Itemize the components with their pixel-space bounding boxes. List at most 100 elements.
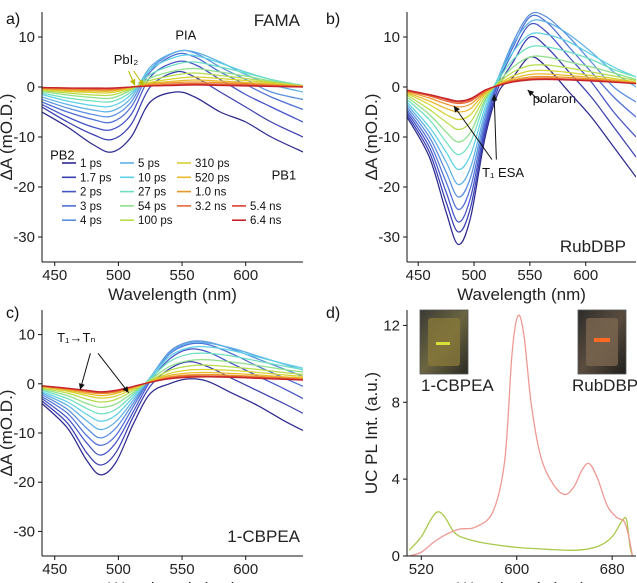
panel-c-annotation-arrow — [78, 353, 91, 390]
panel-d-x-tick-label: 680 — [600, 561, 625, 578]
inset-photo-rubdbp — [577, 309, 627, 375]
panel-d-x-tick-label: 520 — [409, 561, 434, 578]
panel-a-series-1-line — [42, 91, 303, 153]
panel-c-y-tick-label: -20 — [13, 474, 35, 491]
panel-b-annotation-arrow — [527, 89, 542, 103]
panel-d-y-tick-label: 4 — [392, 471, 400, 488]
legend-label: 54 ps — [138, 201, 166, 213]
panel-a-x-tick-label: 600 — [233, 267, 258, 284]
panel-a-series-8-line — [42, 61, 303, 103]
panel-b-x-tick-label: 500 — [462, 267, 487, 284]
panel-b-x-tick-label: 550 — [517, 267, 542, 284]
panel-b-curves — [407, 12, 636, 246]
panel-c-y-tick-label: 0 — [27, 376, 35, 393]
legend-label: 5.4 ns — [250, 201, 282, 213]
panel-b-y-tick-label: -20 — [378, 179, 400, 196]
panel-d-y-tick-label: 8 — [392, 394, 400, 411]
panel-c: c) 1-CBPEA T₁→Tₙ 450 500 550 600 10 0 -10 -20 -3… — [0, 305, 303, 583]
annotation-polaron: polaron — [533, 91, 576, 106]
panel-c-series-8-line — [42, 352, 303, 415]
panel-a-title: FAMA — [254, 11, 301, 30]
panel-b-y-tick-label: 10 — [383, 29, 400, 46]
legend-label: 310 ps — [195, 158, 230, 170]
panel-label-a: a) — [6, 11, 20, 28]
panel-b-series-3-line — [407, 22, 636, 223]
panel-d-x-axis-label: Wavelength (nm) — [457, 579, 586, 583]
panel-a-series-12-line — [42, 79, 303, 92]
panel-a-series-13-line — [42, 81, 303, 91]
panel-c-x-tick-label: 550 — [170, 561, 195, 578]
panel-b-annotation-arrow — [491, 94, 498, 160]
legend-label: 3 ps — [80, 201, 102, 213]
panel-c-y-axis-label: ΔA (mO.D.) — [0, 390, 16, 477]
panel-b-x-axis-label: Wavelength (nm) — [457, 285, 586, 304]
panel-a-series-10-line — [42, 72, 303, 97]
panel-b-series-11-line — [407, 69, 636, 121]
panel-b: b) RubDBP polaron T₁ ESA 450 500 550 600 10 0… — [326, 11, 636, 304]
panel-a-y-tick-label: 10 — [18, 29, 35, 46]
panel-b-series-8-line — [407, 45, 636, 156]
legend-label: 2 ps — [80, 187, 102, 199]
panel-c-series-11-line — [42, 368, 303, 399]
panel-a-series-7-line — [42, 54, 303, 108]
annotation-pbi2: PbI₂ — [114, 52, 139, 67]
panel-b-y-axis-label: ΔA (mO.D.) — [362, 94, 381, 181]
annotation-t1-tn: T₁→Tₙ — [57, 330, 95, 345]
annotation-pb1: PB1 — [272, 168, 297, 183]
panel-a-series-9-line — [42, 67, 303, 100]
panel-d-series-2-line — [409, 314, 634, 556]
legend-label: 6.4 ns — [250, 215, 282, 227]
panel-a-curves — [42, 49, 303, 153]
panel-b-series-16-line — [407, 78, 636, 102]
panel-b-axes: 450 500 550 600 10 0 -10 -20 -30 Wavelength (nm) Δ… — [362, 12, 636, 304]
panel-d-y-axis-label: UC PL Int. (a.u.) — [362, 372, 381, 494]
panel-a-y-axis-label: ΔA (mO.D.) — [0, 94, 16, 181]
panel-label-b: b) — [326, 11, 340, 28]
panel-a-y-tick-label: -10 — [13, 129, 35, 146]
panel-a-series-11-line — [42, 76, 303, 94]
panel-a: a) FAMA PIA PbI₂ PB2 PB1 450 500 550 600100… — [0, 11, 303, 304]
panel-a-legend: 1 ps 1.7 ps 2 ps 3 ps 4 ps 5 ps 10 ps 27 ps 54 p… — [62, 158, 282, 227]
panel-c-y-tick-label: -30 — [13, 523, 35, 540]
panel-b-series-7-line — [407, 32, 636, 171]
panel-label-d: d) — [326, 305, 340, 322]
panel-a-axes: 450 500 550 600 10 0 -10 -20 -30 Wavelength (nm) Δ… — [0, 12, 303, 304]
panel-c-axes: 450 500 550 600 10 0 -10 -20 -30 Wavelength (nm) Δ… — [0, 310, 303, 583]
panel-a-y-tick-label: -20 — [13, 179, 35, 196]
panel-d-y-tick-label: 12 — [383, 317, 400, 334]
panel-a-x-tick-label: 500 — [106, 267, 131, 284]
panel-a-y-tick-label: 0 — [27, 79, 35, 96]
panel-c-series-2-line — [42, 361, 303, 466]
panel-c-y-tick-label: -10 — [13, 425, 35, 442]
panel-b-annotation-arrow — [453, 105, 493, 160]
legend-label: 27 ps — [138, 187, 166, 199]
panel-a-x-axis-label: Wavelength (nm) — [108, 285, 237, 304]
panel-c-y-tick-label: 10 — [18, 327, 35, 344]
panel-c-x-tick-label: 600 — [233, 561, 258, 578]
legend-label: 4 ps — [80, 215, 102, 227]
panel-a-series-6-line — [42, 49, 303, 113]
panel-b-title: RubDBP — [560, 237, 626, 256]
panel-b-series-12-line — [407, 73, 636, 113]
legend-label: 1 ps — [80, 158, 102, 170]
panel-a-y-tick-label: -30 — [13, 229, 35, 246]
panel-b-series-15-line — [407, 78, 636, 103]
panel-a-x-tick-label: 550 — [170, 267, 195, 284]
panel-c-series-6-line — [42, 341, 303, 431]
panel-c-x-axis-label: Wavelength (nm) — [108, 579, 237, 583]
panel-b-x-tick-label: 600 — [573, 267, 598, 284]
panel-b-series-9-line — [407, 55, 636, 143]
legend-label: 100 ps — [138, 215, 173, 227]
label-1-cbpea: 1-CBPEA — [421, 376, 494, 395]
legend-label: 5 ps — [138, 158, 160, 170]
panel-d-series-1-line — [408, 511, 634, 556]
panel-b-series-6-line — [407, 19, 636, 186]
annotation-t1-esa: T₁ ESA — [482, 165, 524, 180]
legend-label: 1.0 ns — [195, 187, 227, 199]
panel-c-series-10-line — [42, 364, 303, 403]
panel-c-title: 1-CBPEA — [227, 527, 300, 546]
legend-label: 3.2 ns — [195, 201, 227, 213]
panel-d-y-tick-label: 0 — [392, 548, 400, 565]
panel-d: d) 1-CBPEA RubDBP 520 600 680 12 8 4 0 Waveleng… — [326, 305, 637, 583]
